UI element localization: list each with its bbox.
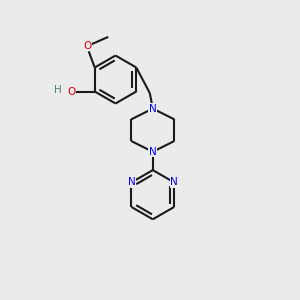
- Text: N: N: [128, 177, 135, 188]
- Text: O: O: [83, 41, 91, 51]
- Text: O: O: [68, 86, 76, 97]
- Text: H: H: [54, 85, 61, 95]
- Text: N: N: [149, 103, 157, 114]
- Text: N: N: [149, 147, 157, 157]
- Text: N: N: [170, 177, 178, 188]
